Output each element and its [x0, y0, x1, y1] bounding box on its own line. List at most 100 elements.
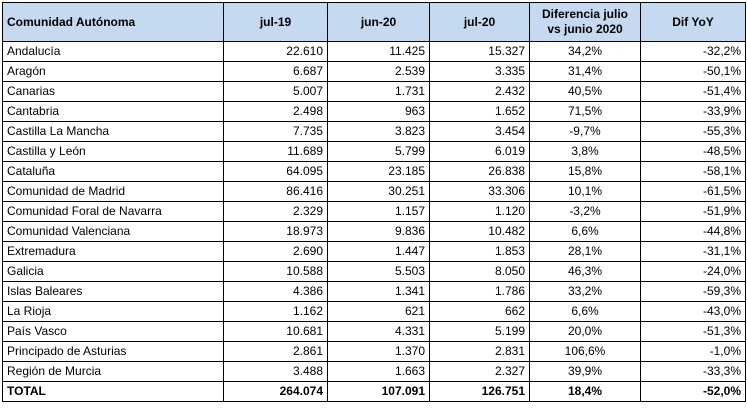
table-row: Comunidad de Madrid 86.416 30.251 33.306 10,…: [2, 181, 746, 202]
table-row: País Vasco 10.681 4.331 5.199 20,0% -51,3%: [2, 321, 746, 342]
cell-jul-20: 8.050: [429, 261, 530, 282]
table-row: Cataluña 64.095 23.185 26.838 15,8% -58,1%: [2, 161, 746, 182]
header-jun-20: jun-20: [327, 2, 430, 42]
cell-jun-20: 4.331: [327, 321, 430, 342]
cell-jun-20: 621: [327, 301, 430, 322]
data-table: Comunidad Autónoma jul-19 jun-20 jul-20 …: [2, 2, 746, 402]
cell-jun-20: 23.185: [327, 161, 430, 182]
cell-jul-19: 10.681: [223, 321, 328, 342]
cell-jul-19: 18.973: [223, 221, 328, 242]
table-row: Castilla y León 11.689 5.799 6.019 3,8% -48,5…: [2, 141, 746, 162]
cell-diferencia: 34,2%: [529, 41, 641, 62]
cell-comunidad: Comunidad de Madrid: [2, 181, 224, 202]
cell-jun-20: 1.663: [327, 361, 430, 382]
cell-comunidad: Castilla y León: [2, 141, 224, 162]
cell-dif-yoy: -50,1%: [640, 61, 746, 82]
table-row: Región de Murcia 3.488 1.663 2.327 39,9% -33,…: [2, 361, 746, 382]
cell-jul-20: 126.751: [429, 381, 530, 402]
total-row: TOTAL 264.074 107.091 126.751 18,4% -52,0%: [2, 381, 746, 402]
table-body: Andalucía 22.610 11.425 15.327 34,2% -32,2% Ar…: [2, 41, 746, 402]
cell-comunidad: Galicia: [2, 261, 224, 282]
cell-comunidad: Región de Murcia: [2, 361, 224, 382]
cell-comunidad: TOTAL: [2, 381, 224, 402]
cell-jul-20: 1.120: [429, 201, 530, 222]
cell-comunidad: Andalucía: [2, 41, 224, 62]
cell-jun-20: 9.836: [327, 221, 430, 242]
cell-jul-20: 2.327: [429, 361, 530, 382]
cell-dif-yoy: -33,3%: [640, 361, 746, 382]
cell-comunidad: Comunidad Valenciana: [2, 221, 224, 242]
header-comunidad: Comunidad Autónoma: [2, 2, 224, 42]
header-jul-20: jul-20: [429, 2, 530, 42]
cell-diferencia: 46,3%: [529, 261, 641, 282]
cell-comunidad: Aragón: [2, 61, 224, 82]
cell-diferencia: 28,1%: [529, 241, 641, 262]
cell-jun-20: 1.157: [327, 201, 430, 222]
cell-dif-yoy: -59,3%: [640, 281, 746, 302]
cell-jun-20: 3.823: [327, 121, 430, 142]
cell-diferencia: 106,6%: [529, 341, 641, 362]
cell-diferencia: -9,7%: [529, 121, 641, 142]
cell-jun-20: 2.539: [327, 61, 430, 82]
cell-dif-yoy: -31,1%: [640, 241, 746, 262]
cell-jul-19: 22.610: [223, 41, 328, 62]
cell-jul-20: 1.853: [429, 241, 530, 262]
cell-diferencia: -3,2%: [529, 201, 641, 222]
cell-comunidad: Extremadura: [2, 241, 224, 262]
cell-diferencia: 15,8%: [529, 161, 641, 182]
cell-jul-20: 3.454: [429, 121, 530, 142]
cell-jun-20: 1.341: [327, 281, 430, 302]
cell-comunidad: Canarias: [2, 81, 224, 102]
cell-dif-yoy: -55,3%: [640, 121, 746, 142]
table-row: Cantabria 2.498 963 1.652 71,5% -33,9%: [2, 101, 746, 122]
cell-jul-19: 11.689: [223, 141, 328, 162]
cell-jul-20: 5.199: [429, 321, 530, 342]
cell-jul-19: 4.386: [223, 281, 328, 302]
cell-diferencia: 3,8%: [529, 141, 641, 162]
cell-comunidad: Castilla La Mancha: [2, 121, 224, 142]
cell-jul-19: 3.488: [223, 361, 328, 382]
cell-dif-yoy: -1,0%: [640, 341, 746, 362]
cell-jul-19: 7.735: [223, 121, 328, 142]
table-row: Principado de Asturias 2.861 1.370 2.831 106…: [2, 341, 746, 362]
header-dif-yoy: Dif YoY: [640, 2, 746, 42]
cell-jul-19: 2.329: [223, 201, 328, 222]
cell-dif-yoy: -61,5%: [640, 181, 746, 202]
cell-jun-20: 11.425: [327, 41, 430, 62]
cell-jul-20: 2.432: [429, 81, 530, 102]
cell-dif-yoy: -24,0%: [640, 261, 746, 282]
table-row: Castilla La Mancha 7.735 3.823 3.454 -9,7% -5…: [2, 121, 746, 142]
table-header: Comunidad Autónoma jul-19 jun-20 jul-20 …: [2, 2, 746, 42]
cell-jul-20: 6.019: [429, 141, 530, 162]
cell-dif-yoy: -43,0%: [640, 301, 746, 322]
table-row: Islas Baleares 4.386 1.341 1.786 33,2% -59,3%: [2, 281, 746, 302]
cell-jul-20: 15.327: [429, 41, 530, 62]
cell-diferencia: 40,5%: [529, 81, 641, 102]
cell-comunidad: Islas Baleares: [2, 281, 224, 302]
cell-diferencia: 39,9%: [529, 361, 641, 382]
table-row: Andalucía 22.610 11.425 15.327 34,2% -32,2%: [2, 41, 746, 62]
table-row: La Rioja 1.162 621 662 6,6% -43,0%: [2, 301, 746, 322]
cell-jul-20: 3.335: [429, 61, 530, 82]
cell-dif-yoy: -58,1%: [640, 161, 746, 182]
cell-diferencia: 33,2%: [529, 281, 641, 302]
cell-jun-20: 107.091: [327, 381, 430, 402]
cell-comunidad: Cantabria: [2, 101, 224, 122]
table-row: Extremadura 2.690 1.447 1.853 28,1% -31,1%: [2, 241, 746, 262]
table-row: Comunidad Foral de Navarra 2.329 1.157 1.12…: [2, 201, 746, 222]
cell-dif-yoy: -51,9%: [640, 201, 746, 222]
cell-comunidad: Cataluña: [2, 161, 224, 182]
cell-dif-yoy: -52,0%: [640, 381, 746, 402]
header-row: Comunidad Autónoma jul-19 jun-20 jul-20 …: [2, 2, 746, 42]
cell-jul-20: 33.306: [429, 181, 530, 202]
cell-dif-yoy: -48,5%: [640, 141, 746, 162]
cell-jun-20: 1.731: [327, 81, 430, 102]
table-row: Comunidad Valenciana 18.973 9.836 10.482 6,6…: [2, 221, 746, 242]
cell-dif-yoy: -33,9%: [640, 101, 746, 122]
cell-comunidad: Principado de Asturias: [2, 341, 224, 362]
cell-jul-20: 26.838: [429, 161, 530, 182]
cell-jul-19: 2.690: [223, 241, 328, 262]
table-row: Aragón 6.687 2.539 3.335 31,4% -50,1%: [2, 61, 746, 82]
cell-jul-19: 5.007: [223, 81, 328, 102]
cell-diferencia: 18,4%: [529, 381, 641, 402]
